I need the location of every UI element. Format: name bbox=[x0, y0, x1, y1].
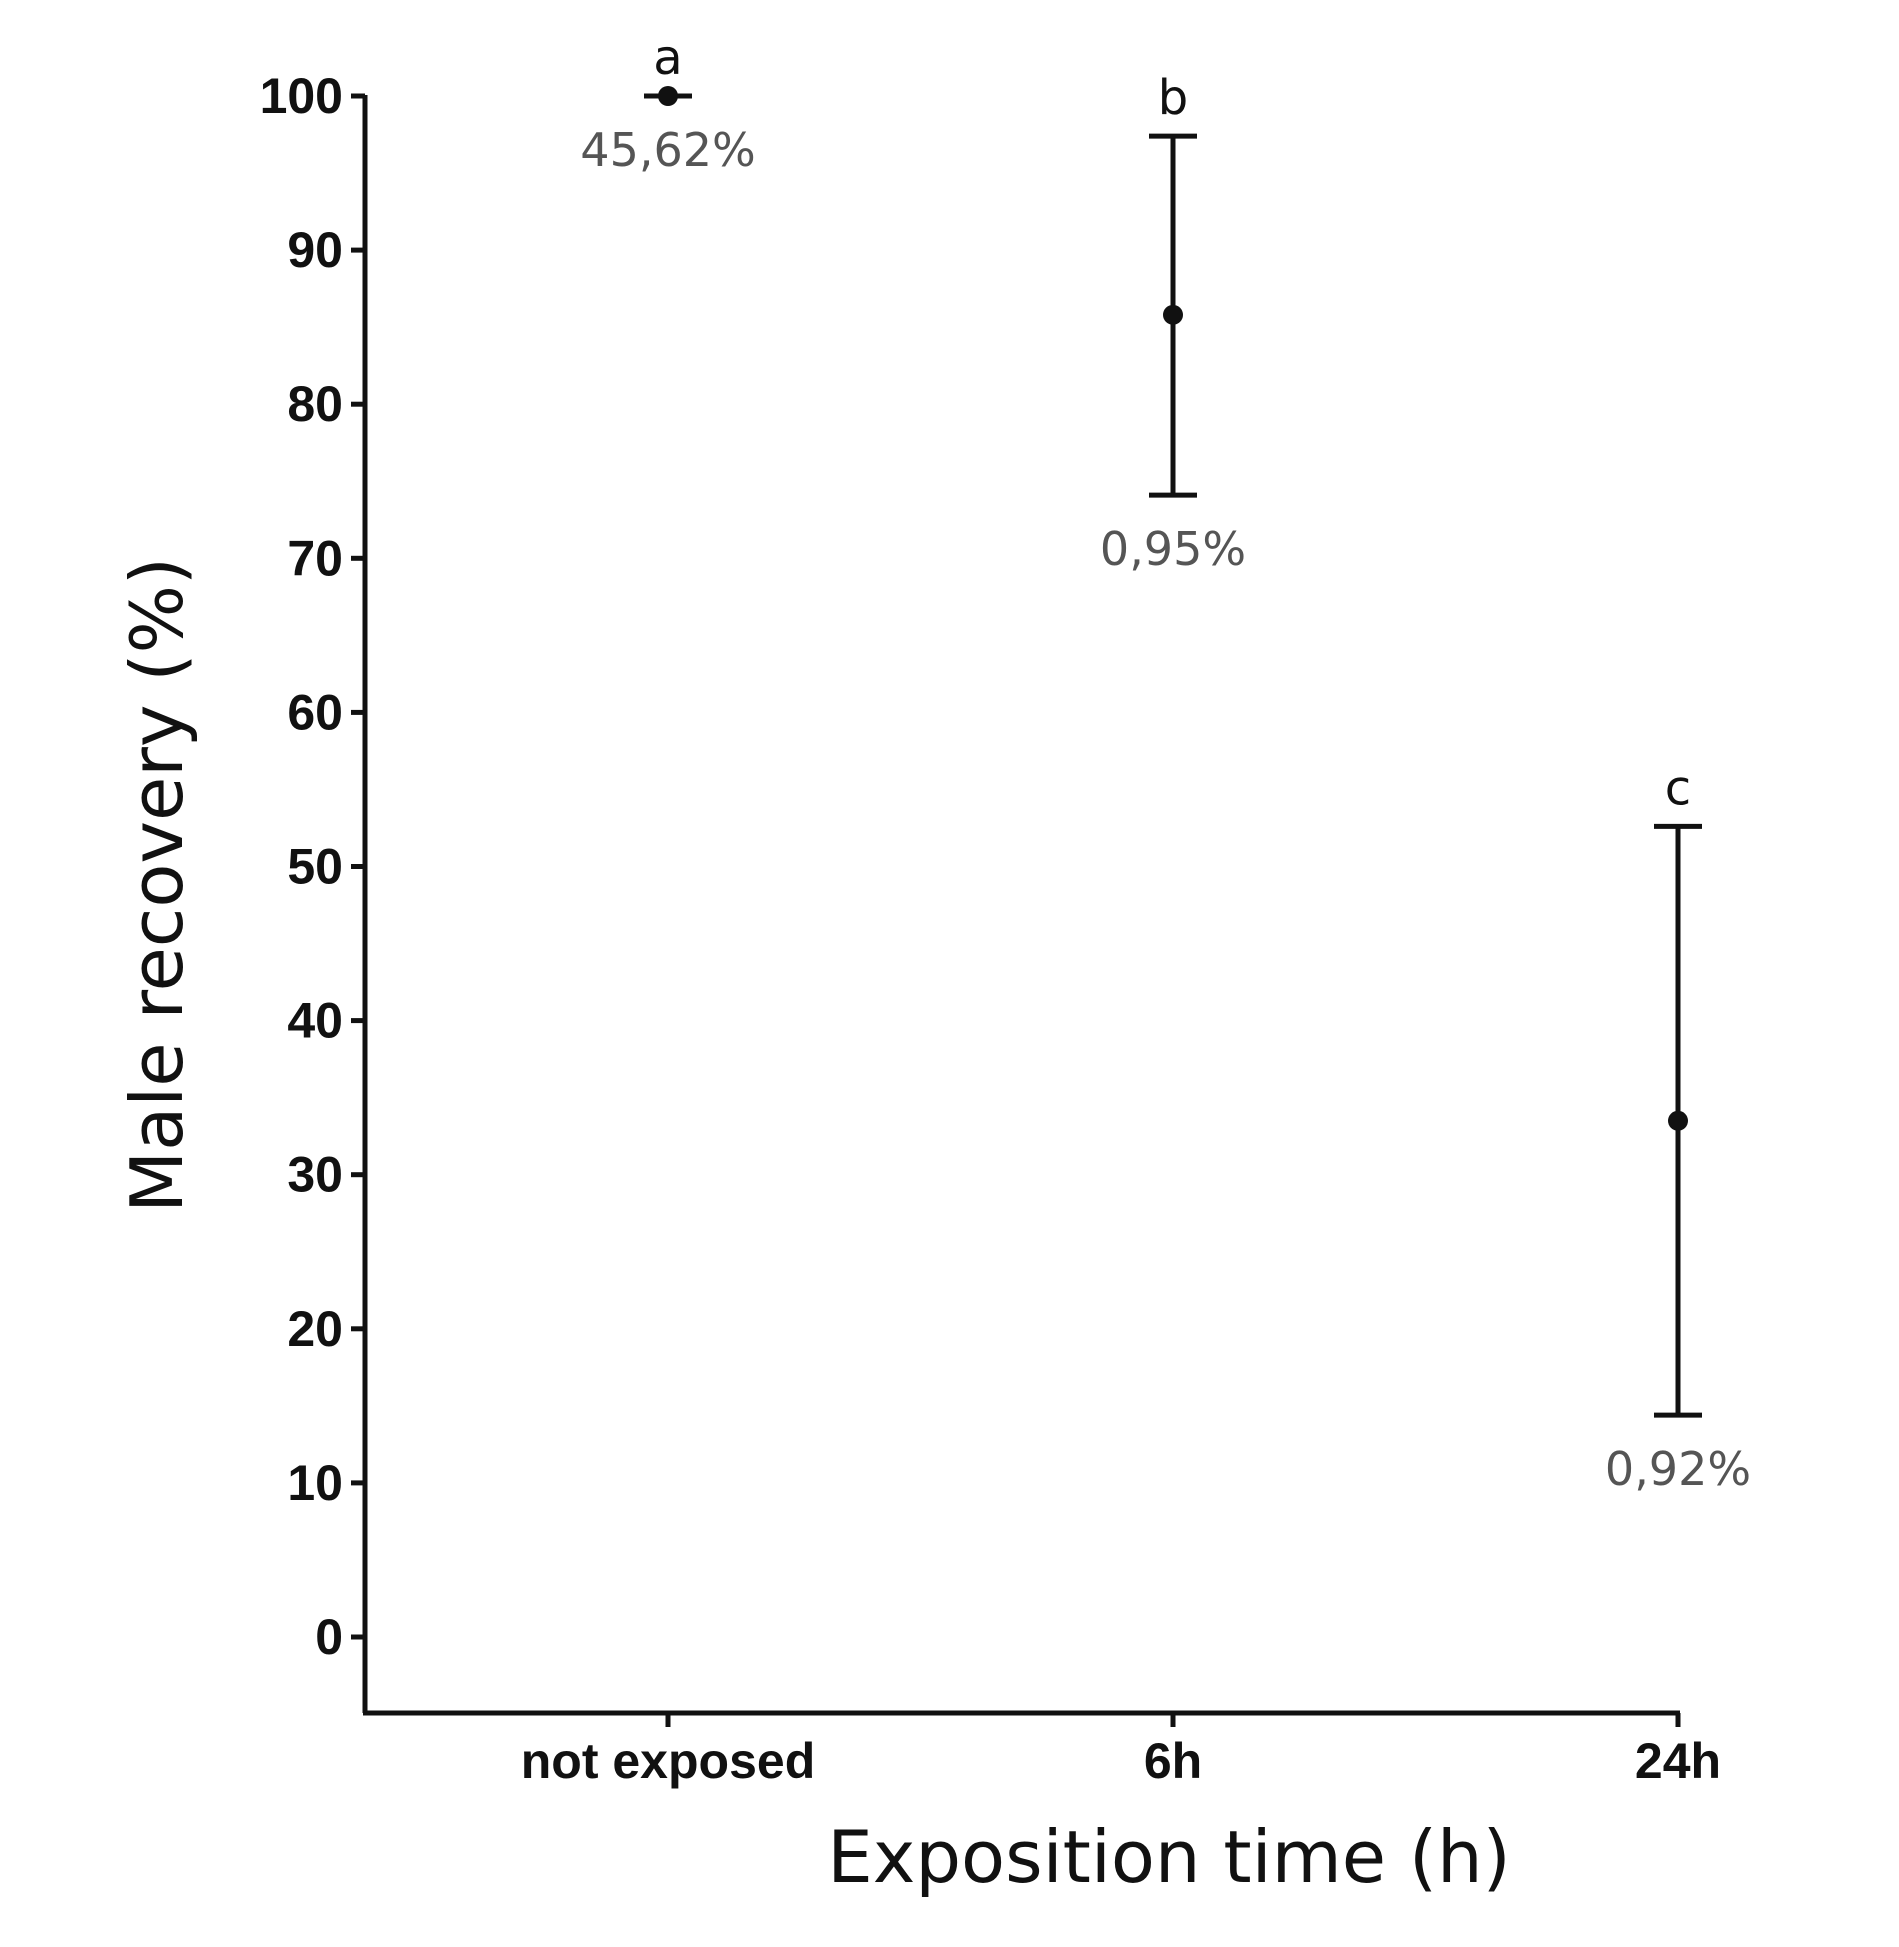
data-point bbox=[658, 86, 678, 106]
data-marks: a 45,62% b 0,95% c 0,92% bbox=[580, 30, 1751, 1496]
y-tick-label: 70 bbox=[287, 530, 343, 586]
y-axis-title: Male recovery (%) bbox=[115, 557, 199, 1213]
x-axis-title: Exposition time (h) bbox=[827, 1815, 1511, 1899]
y-tick-label: 80 bbox=[287, 376, 343, 432]
y-tick-label: 0 bbox=[315, 1609, 343, 1665]
y-tick-label: 30 bbox=[287, 1147, 343, 1203]
percent-label: 45,62% bbox=[580, 123, 755, 177]
percent-label: 0,92% bbox=[1605, 1442, 1751, 1496]
significance-letter: c bbox=[1665, 760, 1691, 816]
y-tick-label: 20 bbox=[287, 1301, 343, 1357]
percent-label: 0,95% bbox=[1100, 522, 1246, 576]
y-ticks: 0 10 20 30 40 50 60 70 80 90 100 bbox=[260, 68, 365, 1665]
y-tick-label: 100 bbox=[260, 68, 343, 124]
y-tick-label: 40 bbox=[287, 993, 343, 1049]
x-ticks: not exposed 6h 24h bbox=[521, 1713, 1721, 1789]
data-point bbox=[1668, 1110, 1688, 1131]
significance-letter: b bbox=[1158, 70, 1188, 126]
axes bbox=[362, 95, 1680, 1716]
y-tick-label: 60 bbox=[287, 684, 343, 740]
x-tick-label: not exposed bbox=[521, 1733, 815, 1789]
significance-letter: a bbox=[653, 30, 682, 86]
y-tick-label: 50 bbox=[287, 839, 343, 895]
x-tick-label: 24h bbox=[1635, 1733, 1721, 1789]
data-point bbox=[1163, 304, 1183, 325]
y-tick-label: 10 bbox=[287, 1455, 343, 1511]
x-tick-label: 6h bbox=[1144, 1733, 1202, 1789]
y-tick-label: 90 bbox=[287, 222, 343, 278]
